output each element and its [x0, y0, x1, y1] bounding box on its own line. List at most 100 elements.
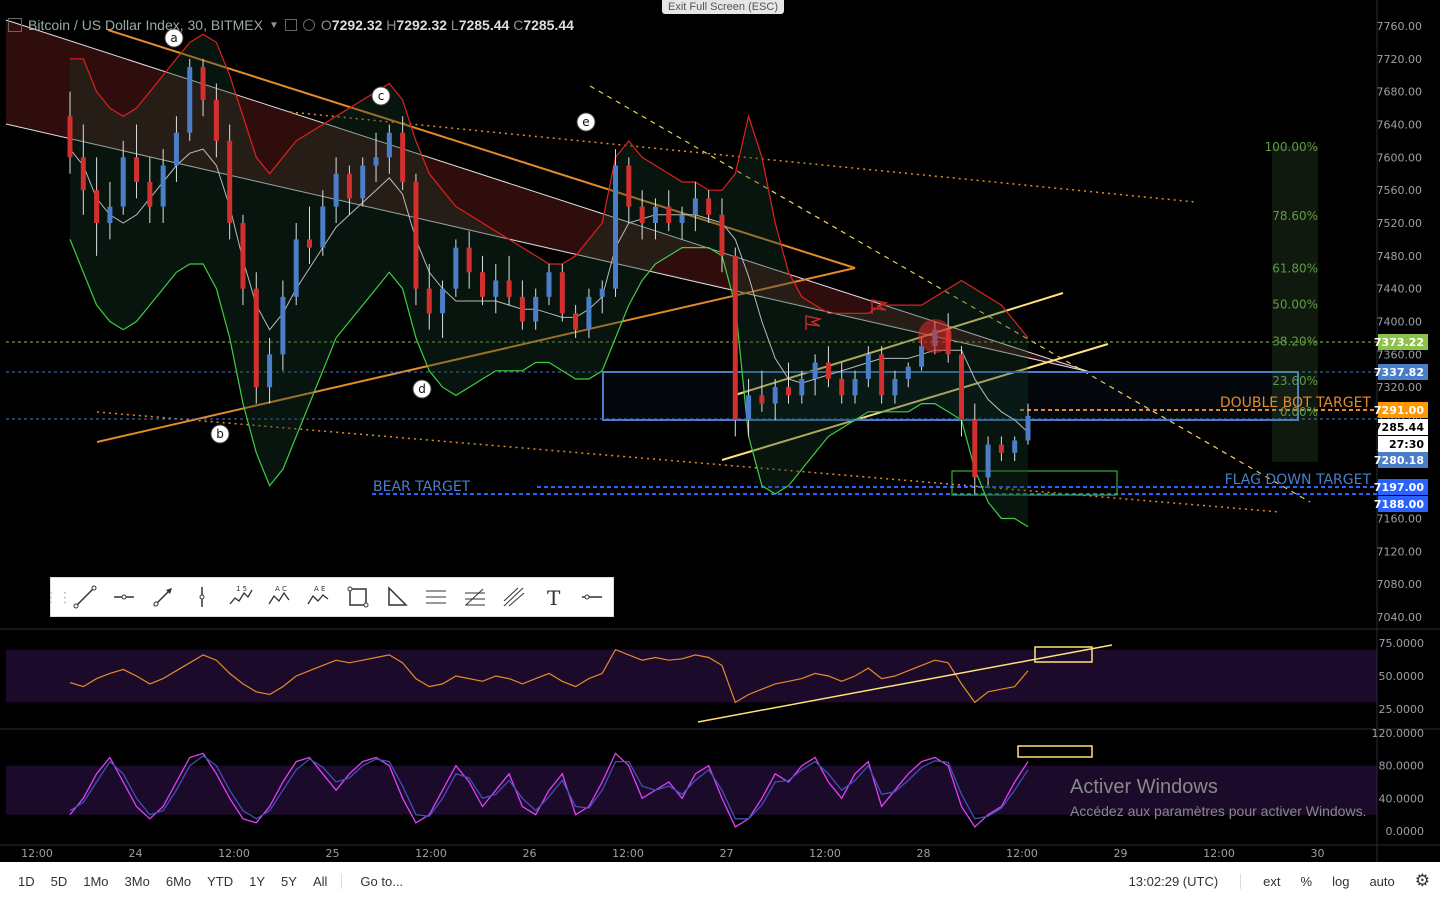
time-axis-label: 12:00	[612, 847, 644, 860]
price-tag-label: 7373.22	[1374, 336, 1424, 349]
candle-body	[1025, 415, 1031, 441]
price-tick-label: 7600.00	[1377, 151, 1423, 164]
low-value: 7285.44	[458, 17, 510, 33]
candle-body	[919, 346, 925, 367]
price-tick-label: 7640.00	[1377, 119, 1423, 132]
range-1y[interactable]: 1Y	[249, 873, 266, 889]
price-tick-label: 7720.00	[1377, 53, 1423, 66]
triangle-bottom-line	[5, 123, 1091, 373]
utc-clock[interactable]: 13:02:29 (UTC)	[1119, 873, 1242, 889]
log-toggle[interactable]: log	[1332, 873, 1350, 889]
pitchfork-tool[interactable]	[494, 578, 533, 616]
range-1d[interactable]: 1D	[18, 873, 35, 889]
range-5d[interactable]: 5D	[50, 873, 68, 889]
highlight-circle	[918, 319, 952, 353]
price-tick-label: 7360.00	[1377, 348, 1423, 361]
bollinger-upper	[70, 33, 1029, 339]
candle-body	[400, 132, 406, 182]
fib-retracement-tool[interactable]	[455, 578, 494, 616]
candle-body	[373, 157, 379, 166]
goto-button[interactable]: Go to...	[341, 873, 403, 889]
elliott-impulse-tool[interactable]: 1 5	[221, 578, 260, 616]
wave-label-e: e	[582, 115, 589, 129]
price-tick-label: 7080.00	[1377, 578, 1423, 591]
candle-body	[719, 214, 725, 256]
rsi-tick-label: 75.0000	[1379, 637, 1425, 650]
candle-body	[187, 67, 193, 133]
gear-icon[interactable]: ⚙	[1414, 871, 1430, 890]
candle-body	[706, 198, 712, 215]
exit-fullscreen-tooltip[interactable]: Exit Full Screen (ESC)	[662, 0, 785, 14]
toolbar-grip-icon[interactable]: ⋮⋮	[44, 588, 72, 605]
price-tick-label: 7760.00	[1377, 20, 1423, 33]
candle-body	[998, 444, 1004, 453]
rsi-band	[6, 649, 1377, 703]
candle-body	[280, 296, 286, 355]
candle-body	[227, 140, 233, 223]
candle-body	[985, 444, 991, 478]
candle-body	[240, 223, 246, 289]
candle-body	[679, 214, 685, 223]
trend-line-tool[interactable]	[65, 578, 104, 616]
vertical-line-tool[interactable]	[182, 578, 221, 616]
candle-body	[479, 272, 485, 297]
candle-body	[346, 173, 352, 199]
elliott-triangle-tool[interactable]: A E	[299, 578, 338, 616]
price-tag	[1378, 364, 1428, 380]
price-tag	[1378, 436, 1428, 452]
candle-body	[546, 272, 552, 297]
orange-dotted-upper	[289, 111, 1196, 203]
time-axis-label: 12:00	[415, 847, 447, 860]
settings-icon[interactable]	[284, 19, 297, 31]
candle-body	[453, 247, 459, 289]
wave-label-bubble	[210, 424, 230, 444]
chart-canvas[interactable]: 100.00% 78.60% 61.80% 50.00% 38.20% 23.60% 0.0…	[0, 0, 1440, 862]
price-tag	[1378, 334, 1428, 350]
parallel-channel-tool[interactable]	[416, 578, 455, 616]
rectangle-tool[interactable]	[338, 578, 377, 616]
layout-icon[interactable]	[8, 18, 22, 32]
time-axis-label: 26	[523, 847, 537, 860]
time-axis-label: 29	[1114, 847, 1128, 860]
range-6mo[interactable]: 6Mo	[165, 873, 192, 889]
auto-toggle[interactable]: auto	[1369, 873, 1395, 889]
price-tick-label: 7320.00	[1377, 381, 1423, 394]
time-axis-label: 12:00	[809, 847, 841, 860]
percent-toggle[interactable]: %	[1300, 873, 1313, 889]
candle-body	[958, 354, 964, 420]
triangle-tool[interactable]	[377, 578, 416, 616]
text-tool[interactable]: T	[533, 578, 572, 616]
range-ytd[interactable]: YTD	[207, 873, 234, 889]
price-tick-label: 7040.00	[1377, 611, 1423, 624]
visibility-icon[interactable]	[302, 19, 315, 31]
annotation-flag-down-target: FLAG DOWN TARGET	[1225, 472, 1372, 488]
fib-label: 50.00%	[1272, 297, 1318, 311]
range-3mo[interactable]: 3Mo	[124, 873, 150, 889]
close-value: 7285.44	[523, 17, 574, 33]
ext-toggle[interactable]: ext	[1263, 873, 1281, 889]
elliott-correction-tool[interactable]: A C	[260, 578, 299, 616]
range-all[interactable]: All	[312, 873, 328, 889]
range-1mo[interactable]: 1Mo	[83, 873, 109, 889]
candle-body	[120, 157, 126, 207]
wave-label-bubble	[164, 28, 184, 48]
open-value: 7292.32	[331, 17, 383, 33]
candle-body	[267, 354, 273, 388]
candle-body	[746, 395, 752, 420]
chart-header: Bitcoin / US Dollar Index, 30, BITMEX ▼ …	[8, 14, 574, 36]
rsi-highlight-box	[1034, 646, 1093, 663]
candle-body	[493, 280, 499, 297]
price-tag-label: 7188.00	[1374, 498, 1424, 511]
range-5y[interactable]: 5Y	[281, 873, 297, 889]
candle-body	[147, 181, 153, 207]
horizontal-ray-tool[interactable]	[104, 578, 143, 616]
price-tag	[1378, 479, 1428, 495]
rsi-tick-label: 25.0000	[1379, 703, 1425, 716]
candle-body	[772, 387, 778, 404]
arrow-tool[interactable]	[143, 578, 182, 616]
rsi-line	[69, 648, 1029, 704]
horizontal-line-tool[interactable]	[572, 578, 611, 616]
symbol-title[interactable]: Bitcoin / US Dollar Index, 30, BITMEX	[28, 17, 263, 33]
symbol-dropdown-icon[interactable]: ▼	[268, 19, 279, 31]
